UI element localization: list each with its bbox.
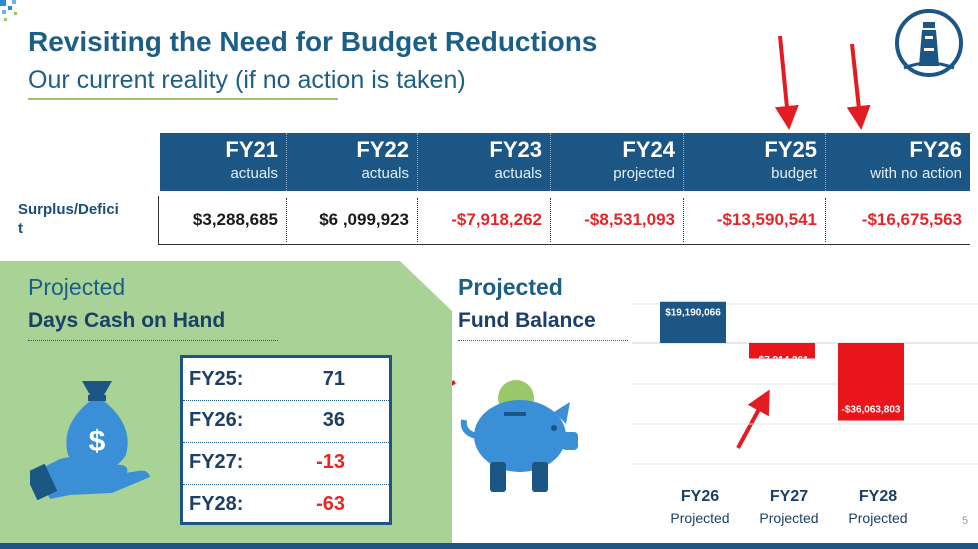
col-sub: actuals (361, 165, 409, 182)
x-tick-fy27: FY27 (769, 488, 809, 505)
col-sub: actuals (230, 165, 278, 182)
piggy-bank-icon (460, 380, 578, 492)
col-sub: with no action (870, 165, 962, 182)
col-sub: actuals (494, 165, 542, 182)
cell-fy25: -$13,590,541 (684, 198, 826, 242)
days-row: FY25: 71 (189, 360, 385, 400)
col-sub: projected (613, 165, 675, 182)
col-fy: FY23 (489, 137, 542, 162)
days-separator (183, 484, 389, 485)
days-row: FY28: -63 (189, 485, 385, 525)
arrow-fy25 (774, 35, 799, 130)
fund-balance-label-bottom: Fund Balance (458, 309, 596, 332)
x-tick-fy26: FY26 (680, 488, 720, 505)
cell-fy21: $3,288,685 (160, 198, 287, 242)
col-fy: FY22 (356, 137, 409, 162)
col-fy: FY25 (764, 137, 817, 162)
page-number: 5 (962, 515, 969, 527)
cell-fy26: -$16,675,563 (861, 210, 962, 229)
col-fy: FY26 (909, 137, 962, 162)
x-tick-sub-fy28: Projected (848, 510, 908, 526)
money-bag-hand-icon: $ (30, 381, 150, 500)
days-cash-table: FY25: 71 FY26: 36 FY27: -13 FY28: -63 (180, 355, 392, 525)
col-sub: budget (771, 165, 817, 182)
days-value: -13 (316, 451, 345, 473)
days-year: FY27: (189, 451, 244, 473)
bar-fy26 (660, 301, 726, 343)
days-year: FY28: (189, 493, 244, 515)
fund-balance-label-top: Projected (458, 274, 563, 300)
col-header-fy26: FY26 with no action (826, 133, 970, 191)
days-value: 71 (322, 368, 345, 390)
col-header-fy21: FY21 actuals (160, 133, 287, 191)
x-tick-fy28: FY28 (858, 488, 898, 505)
days-value: 36 (322, 409, 345, 431)
col-header-fy22: FY22 actuals (287, 133, 418, 191)
bar-label-fy27: -$7,214,261 (755, 355, 809, 366)
bar-label-fy26: $19,190,066 (665, 308, 721, 319)
row-label-surplus-deficit: Surplus/Defici t (18, 201, 119, 237)
fund-balance-divider (458, 340, 628, 341)
col-header-fy25: FY25 budget (684, 133, 826, 191)
days-value: -63 (316, 493, 345, 515)
corner-dots-decoration (0, 0, 17, 21)
subtitle-underline (28, 98, 338, 100)
col-fy: FY24 (622, 137, 675, 162)
page-title: Revisiting the Need for Budget Reduction… (28, 26, 598, 57)
bar-label-fy28: -$36,063,803 (842, 405, 901, 416)
col-header-fy24: FY24 projected (551, 133, 684, 191)
table-left-border (158, 196, 159, 244)
days-year: FY26: (189, 409, 244, 431)
days-year: FY25: (189, 368, 244, 390)
lighthouse-logo-icon (895, 9, 963, 77)
page-subtitle: Our current reality (if no action is tak… (28, 66, 466, 94)
col-fy: FY21 (225, 137, 278, 162)
cell-fy23: -$7,918,262 (418, 198, 551, 242)
x-tick-sub-fy27: Projected (759, 510, 819, 526)
days-cash-divider (28, 340, 278, 341)
bar-fy28 (838, 343, 904, 421)
x-tick-sub-fy26: Projected (670, 510, 730, 526)
cell-fy22: $6 ,099,923 (287, 198, 418, 242)
days-row: FY26: 36 (189, 401, 385, 441)
days-row: FY27: -13 (189, 443, 385, 483)
bar-fy27 (749, 343, 815, 359)
bottom-bar (0, 543, 978, 549)
days-separator (183, 400, 389, 401)
days-cash-label-top: Projected (28, 274, 126, 300)
svg-text:$: $ (89, 425, 106, 458)
table-bottom-border (158, 244, 970, 245)
fund-balance-chart: $19,190,066 -$7,214,261 -$36,063,803 (632, 301, 978, 465)
days-separator (183, 442, 389, 443)
cell-fy24: -$8,531,093 (551, 198, 684, 242)
days-cash-label-bottom: Days Cash on Hand (28, 309, 226, 332)
arrow-fy26 (846, 43, 871, 130)
col-header-fy23: FY23 actuals (418, 133, 551, 191)
